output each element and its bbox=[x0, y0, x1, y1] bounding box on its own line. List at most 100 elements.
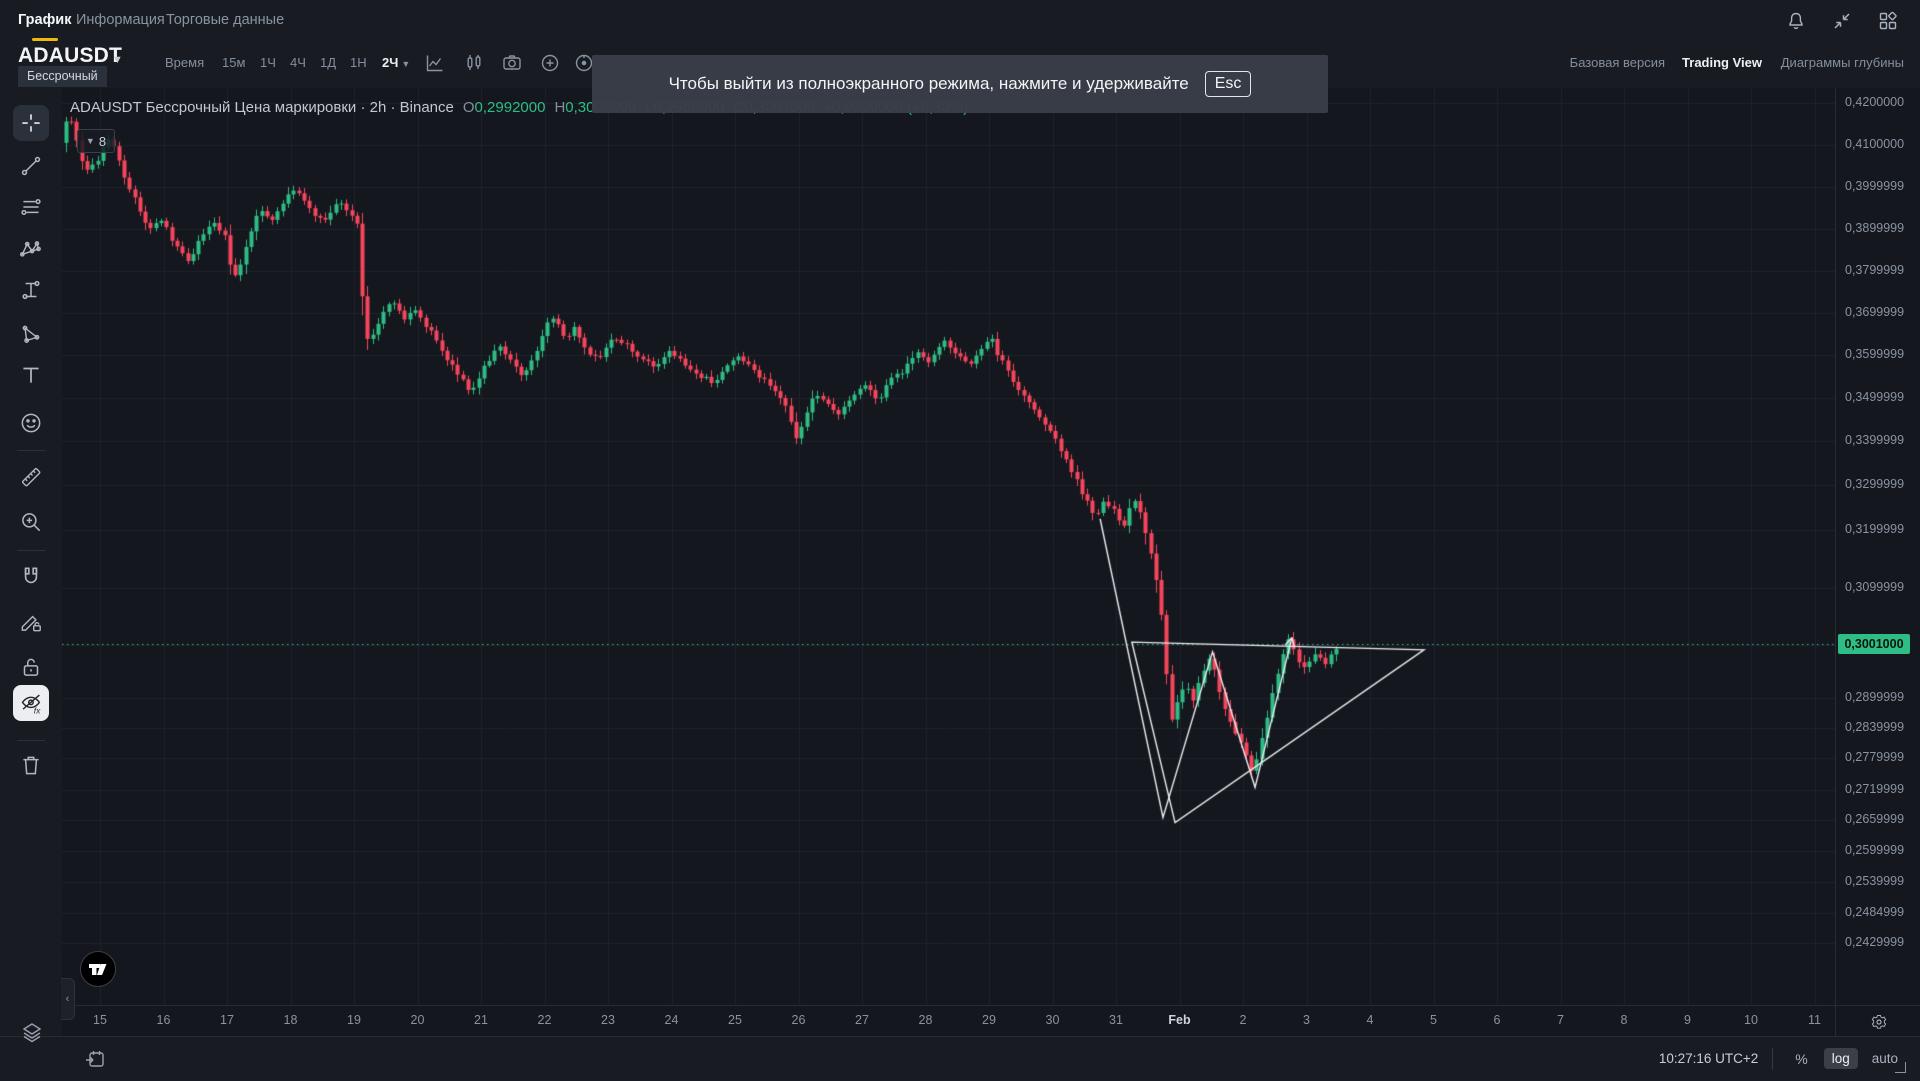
symbol-dropdown-caret-icon[interactable]: ▼ bbox=[112, 54, 123, 66]
add-circle-icon[interactable] bbox=[539, 52, 561, 74]
layers-icon[interactable] bbox=[20, 1020, 44, 1046]
price-axis-label: 0,2899999 bbox=[1845, 690, 1905, 704]
price-axis[interactable]: 0,4200000 0,4100000 0,3999999 0,3899999 0,37… bbox=[1835, 88, 1920, 1005]
xabcd-pattern-icon[interactable] bbox=[13, 232, 49, 268]
go-to-date-icon[interactable] bbox=[84, 1048, 106, 1070]
camera-icon[interactable] bbox=[501, 52, 523, 74]
time-axis-label: 18 bbox=[283, 1013, 298, 1027]
parallel-lines-icon[interactable] bbox=[13, 189, 49, 225]
auto-scale-button[interactable]: auto bbox=[1871, 1051, 1898, 1066]
tradingview-logo[interactable] bbox=[80, 951, 116, 987]
time-axis-label: 9 bbox=[1684, 1013, 1691, 1027]
time-axis-label: 28 bbox=[918, 1013, 933, 1027]
zoom-in-icon[interactable] bbox=[13, 504, 49, 540]
notice-text: Чтобы выйти из полноэкранного режима, на… bbox=[668, 74, 1189, 93]
crosshair-icon[interactable] bbox=[13, 105, 49, 141]
time-axis-label: 17 bbox=[220, 1013, 234, 1027]
collapse-screen-icon[interactable] bbox=[1832, 11, 1852, 31]
toolbar-divider bbox=[17, 450, 45, 451]
interval-menu[interactable]: Время bbox=[165, 55, 205, 70]
nav-tab-chart[interactable]: График bbox=[18, 0, 71, 41]
price-axis-label: 0,2839999 bbox=[1845, 720, 1905, 734]
price-axis-label: 0,3599999 bbox=[1845, 347, 1905, 361]
price-axis-label: 0,3099999 bbox=[1845, 580, 1905, 594]
timeframe-4h[interactable]: 4Ч bbox=[290, 55, 306, 70]
projection-icon[interactable] bbox=[13, 272, 49, 308]
time-axis-label: 4 bbox=[1366, 1013, 1374, 1027]
magnet-icon[interactable] bbox=[13, 559, 49, 595]
esc-key: Esc bbox=[1204, 71, 1252, 97]
time-axis-label: 26 bbox=[791, 1013, 806, 1027]
lock-icon[interactable] bbox=[13, 649, 49, 685]
timeframe-2h-active[interactable]: 2Ч ▼ bbox=[382, 55, 411, 70]
target-icon[interactable] bbox=[573, 52, 595, 74]
time-axis-label: 22 bbox=[537, 1013, 552, 1027]
legend-high-label: H bbox=[554, 99, 566, 116]
hide-drawings-fx-icon[interactable]: fx bbox=[13, 685, 49, 721]
time-axis[interactable]: 15 16 17 18 19 20 21 22 23 24 25 26 27 28 29 30 31 Feb 2 3 4… bbox=[62, 1005, 1835, 1037]
timeframe-1w[interactable]: 1Н bbox=[350, 55, 367, 70]
trend-line-icon[interactable] bbox=[13, 148, 49, 184]
nav-tab-info[interactable]: Информация bbox=[76, 12, 165, 28]
price-axis-label: 0,4200000 bbox=[1845, 95, 1905, 109]
bottom-bar: 10:27:16 UTC+2 % log auto bbox=[0, 1036, 1920, 1081]
text-tool-icon[interactable] bbox=[13, 357, 49, 393]
timeframe-1d[interactable]: 1Д bbox=[320, 55, 337, 70]
clock[interactable]: 10:27:16 UTC+2 bbox=[1658, 1051, 1759, 1066]
price-axis-label: 0,2659999 bbox=[1845, 812, 1905, 826]
price-axis-label: 0,2484999 bbox=[1845, 905, 1905, 919]
indicator-count: 8 bbox=[98, 133, 107, 149]
price-axis-label: 0,3399999 bbox=[1845, 433, 1905, 447]
price-axis-label: 0,3699999 bbox=[1845, 305, 1905, 319]
time-axis-label: 23 bbox=[601, 1013, 615, 1027]
nav-tab-trading-data[interactable]: Торговые данные bbox=[166, 12, 285, 28]
price-axis-label: 0,3199999 bbox=[1845, 522, 1905, 536]
fullscreen-exit-notice: Чтобы выйти из полноэкранного режима, на… bbox=[592, 55, 1328, 113]
log-scale-button[interactable]: log bbox=[1823, 1048, 1858, 1069]
settings-gear-icon[interactable] bbox=[1869, 1012, 1889, 1032]
chart-plot-area[interactable]: ADAUSDT Бессрочный Цена маркировки · 2h … bbox=[61, 55, 1835, 1020]
timeframe-1h[interactable]: 1Ч bbox=[260, 55, 276, 70]
price-axis-label: 0,3999999 bbox=[1845, 179, 1905, 193]
bell-icon[interactable] bbox=[1786, 11, 1806, 31]
time-axis-label: 30 bbox=[1045, 1013, 1060, 1027]
legend-open-value: 0,2992000 bbox=[474, 99, 546, 116]
time-axis-label: Feb bbox=[1168, 1013, 1191, 1027]
symbol-name[interactable]: ADAUSDT bbox=[18, 44, 123, 67]
percent-scale-button[interactable]: % bbox=[1795, 1050, 1808, 1067]
emoji-tool-icon[interactable] bbox=[13, 405, 49, 441]
ruler-icon[interactable] bbox=[13, 459, 49, 495]
price-axis-label: 0,3299999 bbox=[1845, 477, 1905, 491]
time-axis-label: 6 bbox=[1493, 1013, 1501, 1027]
axis-settings-corner[interactable] bbox=[1835, 1005, 1920, 1037]
current-price-badge: 0,3001000 bbox=[1838, 634, 1910, 655]
price-axis-label: 0,2779999 bbox=[1845, 750, 1905, 764]
apps-grid-icon[interactable] bbox=[1878, 11, 1898, 31]
price-axis-label: 0,2599999 bbox=[1845, 843, 1905, 857]
candles-style-icon[interactable] bbox=[463, 52, 485, 74]
tab-basic-version[interactable]: Базовая версия bbox=[1569, 55, 1665, 70]
trash-icon[interactable] bbox=[13, 747, 49, 783]
time-axis-label: 11 bbox=[1808, 1013, 1821, 1027]
contract-type-tab[interactable]: Бессрочный bbox=[18, 66, 107, 87]
tab-depth-charts[interactable]: Диаграммы глубины bbox=[1780, 55, 1904, 70]
price-axis-label: 0,2719999 bbox=[1845, 782, 1905, 796]
indicator-count-chip[interactable]: ▼ 8 bbox=[77, 129, 115, 153]
time-axis-label: 27 bbox=[855, 1013, 869, 1027]
time-axis-label: 8 bbox=[1620, 1013, 1628, 1027]
line-chart-icon[interactable] bbox=[424, 52, 446, 74]
time-axis-label: 15 bbox=[93, 1013, 107, 1027]
time-axis-label: 19 bbox=[347, 1013, 361, 1027]
timeframe-15m[interactable]: 15м bbox=[222, 55, 246, 70]
svg-text:fx: fx bbox=[33, 705, 40, 715]
tab-trading-view[interactable]: Trading View bbox=[1682, 55, 1762, 70]
drawing-lock-icon[interactable] bbox=[13, 604, 49, 640]
time-axis-label: 5 bbox=[1430, 1013, 1437, 1027]
resize-corner-icon bbox=[1895, 1062, 1906, 1073]
price-axis-label: 0,3899999 bbox=[1845, 221, 1905, 235]
top-nav-bar: График Информация Торговые данные bbox=[0, 0, 1920, 43]
triangle-pattern-icon[interactable] bbox=[13, 316, 49, 352]
price-axis-label: 0,2429999 bbox=[1845, 935, 1905, 949]
toolbar-collapse-handle[interactable]: ‹ bbox=[61, 978, 75, 1020]
candlestick-chart-canvas[interactable] bbox=[62, 88, 1835, 1005]
